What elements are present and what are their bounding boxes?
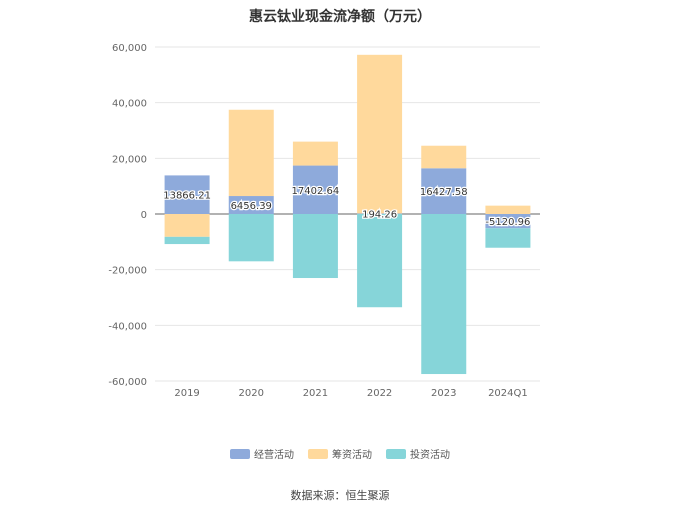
- x-tick-label: 2022: [367, 388, 392, 399]
- data-label: 17402.64: [292, 186, 340, 197]
- y-tick-label: -40,000: [108, 321, 147, 332]
- data-label: 6456.39: [231, 201, 272, 212]
- legend-item-operating[interactable]: 经营活动: [230, 446, 294, 461]
- data-label: 13866.21: [163, 191, 211, 202]
- legend-item-financing[interactable]: 筹资活动: [308, 446, 372, 461]
- y-tick-label: 40,000: [112, 99, 147, 110]
- bar-segment-operating: [485, 214, 531, 229]
- bar-segment-operating: [228, 196, 274, 214]
- bar-segment-investing: [164, 236, 210, 245]
- y-tick-label: 20,000: [112, 154, 147, 165]
- bar-segment-financing: [164, 214, 210, 237]
- x-tick-label: 2024Q1: [488, 388, 528, 399]
- y-tick-label: 60,000: [112, 43, 147, 54]
- x-tick-label: 2020: [239, 388, 264, 399]
- chart-legend: 经营活动 筹资活动 投资活动: [0, 446, 680, 461]
- data-label: 16427.58: [420, 187, 468, 198]
- data-label: 194.26: [362, 210, 397, 221]
- legend-swatch-operating: [230, 448, 250, 459]
- legend-label-investing: 投资活动: [410, 450, 450, 461]
- bar-segment-investing: [228, 214, 274, 262]
- legend-item-investing[interactable]: 投资活动: [386, 446, 450, 461]
- bar-segment-financing: [485, 205, 531, 214]
- y-tick-label: -20,000: [108, 266, 147, 277]
- legend-label-operating: 经营活动: [254, 450, 294, 461]
- bar-segment-operating: [421, 168, 467, 214]
- chart-plot: 60,000 40,000 20,000 0 -20,000 -40,000 -60,000…: [108, 43, 540, 399]
- y-tick-label: -60,000: [108, 377, 147, 388]
- bar-segment-financing: [228, 109, 274, 197]
- bar-segment-financing: [292, 141, 338, 166]
- bar-segment-investing: [485, 228, 531, 248]
- legend-swatch-financing: [308, 448, 328, 459]
- data-source-note: 数据来源：恒生聚源: [290, 489, 390, 502]
- x-tick-label: 2021: [303, 388, 328, 399]
- bar-segment-operating: [357, 213, 403, 214]
- legend-swatch-investing: [386, 448, 406, 459]
- bar-segment-financing: [421, 145, 467, 169]
- bar-segment-financing: [357, 54, 403, 214]
- x-tick-label: 2023: [431, 388, 456, 399]
- legend-label-financing: 筹资活动: [332, 450, 372, 461]
- y-tick-label: 0: [141, 210, 147, 221]
- bar-segment-operating: [164, 175, 210, 214]
- bar-segment-operating: [292, 165, 338, 214]
- data-label: -5120.96: [485, 217, 530, 228]
- chart-title: 惠云钛业现金流净额（万元）: [249, 9, 431, 25]
- bar-segment-investing: [421, 214, 467, 375]
- bar-segment-investing: [357, 214, 403, 308]
- x-tick-label: 2019: [174, 388, 199, 399]
- bar-segment-investing: [292, 214, 338, 279]
